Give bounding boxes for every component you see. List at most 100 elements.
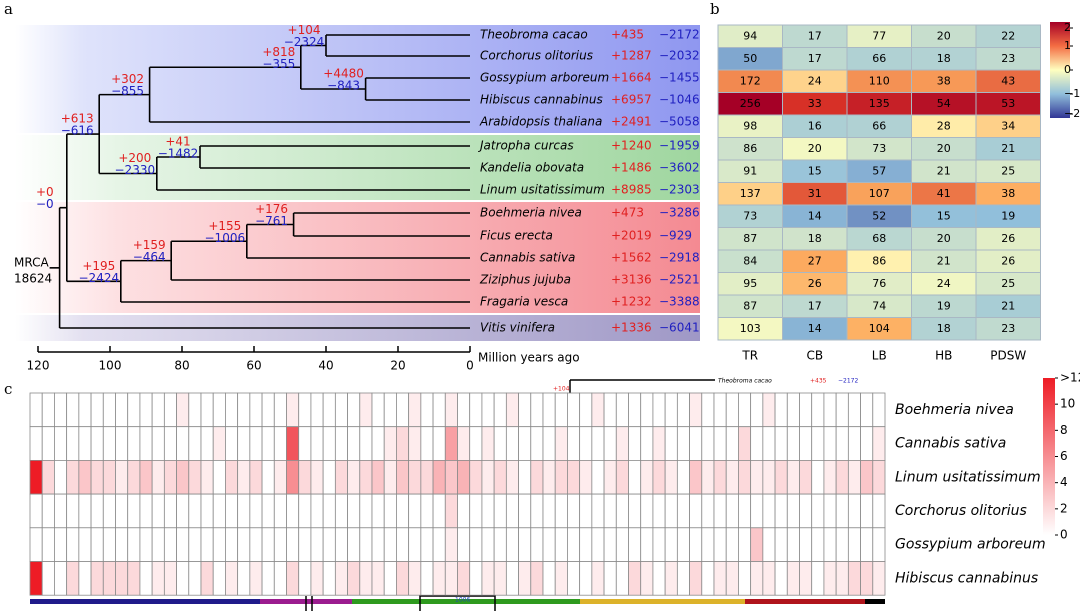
- cell-value: 21: [1001, 299, 1015, 312]
- heat-cell: [640, 561, 654, 596]
- heat-cell: [334, 459, 348, 495]
- heat-cell: [799, 527, 813, 562]
- heat-cell: [872, 426, 886, 461]
- heat-cell: [457, 426, 471, 461]
- heat-cell: [847, 527, 861, 562]
- heat-cell: [102, 459, 116, 495]
- heat-cell: [78, 527, 92, 562]
- heat-cell: [847, 561, 861, 596]
- cell-value: 31: [808, 187, 822, 200]
- cell-value: 68: [872, 232, 886, 245]
- species-name: Gossypium arboreum: [480, 71, 609, 85]
- heat-cell: [420, 561, 434, 596]
- heat-cell: [615, 392, 629, 428]
- heat-cell: [176, 561, 190, 596]
- heat-cell: [505, 426, 519, 461]
- heat-cell: [689, 392, 703, 428]
- heat-cell: [530, 493, 544, 529]
- heat-cell: [432, 493, 446, 529]
- heat-cell: [603, 392, 617, 428]
- heat-cell: [701, 459, 715, 495]
- heat-cell: [701, 493, 715, 529]
- species-name: Jatropha curcas: [478, 139, 574, 153]
- node-gain: +104: [288, 23, 321, 37]
- heat-cell: [823, 493, 837, 529]
- heat-cell: [725, 493, 739, 529]
- heat-cell: [847, 392, 861, 428]
- heat-cell: [115, 493, 129, 529]
- cell-value: 18: [808, 232, 822, 245]
- heat-cell: [408, 561, 422, 596]
- heat-cell: [298, 493, 312, 529]
- cell-value: 24: [937, 277, 951, 290]
- heat-cell: [420, 426, 434, 461]
- cell-value: 66: [872, 119, 886, 132]
- species-name: Hibiscus cannabinus: [480, 93, 603, 107]
- heat-cell: [188, 392, 202, 428]
- heat-cell: [225, 493, 239, 529]
- heat-cell: [115, 527, 129, 562]
- heat-cell: [847, 493, 861, 529]
- heat-cell: [481, 527, 495, 562]
- heat-cell: [554, 493, 568, 529]
- heat-cell: [139, 527, 153, 562]
- heat-cell: [286, 392, 300, 428]
- row-label: Corchorus olitorius: [895, 503, 1027, 519]
- heat-cell: [102, 426, 116, 461]
- cell-value: 256: [740, 97, 761, 110]
- heat-cell: [371, 527, 385, 562]
- heat-cell: [371, 493, 385, 529]
- species-gain: +1486: [611, 161, 652, 175]
- axis-tick-label: 40: [318, 359, 333, 373]
- heat-cell: [383, 527, 397, 562]
- heat-cell: [359, 527, 373, 562]
- heat-cell: [334, 392, 348, 428]
- heat-cell: [396, 426, 410, 461]
- heat-cell: [334, 527, 348, 562]
- cell-value: 20: [937, 142, 951, 155]
- cell-value: 87: [743, 232, 757, 245]
- heat-cell: [750, 426, 764, 461]
- heat-cell: [591, 527, 605, 562]
- panel-label: c: [4, 380, 12, 398]
- cell-value: 27: [808, 254, 822, 267]
- heat-cell: [371, 561, 385, 596]
- heat-cell: [261, 561, 275, 596]
- heat-cell: [542, 426, 556, 461]
- inset-species: Theobroma cacao: [718, 378, 772, 385]
- cell-value: 20: [808, 142, 822, 155]
- heat-cell: [54, 426, 68, 461]
- cell-value: 24: [808, 74, 822, 87]
- heat-cell: [444, 561, 458, 596]
- heat-cell: [200, 426, 214, 461]
- heat-cell: [115, 459, 129, 495]
- heat-cell: [860, 527, 874, 562]
- heat-cell: [41, 527, 55, 562]
- heat-cell: [78, 459, 92, 495]
- column-label: LB: [872, 349, 887, 363]
- cell-value: 28: [937, 119, 951, 132]
- cell-value: 52: [872, 209, 886, 222]
- heat-cell: [237, 392, 251, 428]
- colorbar-label: 4: [1060, 475, 1068, 489]
- species-name: Corchorus olitorius: [480, 49, 593, 63]
- heat-cell: [432, 527, 446, 562]
- heat-cell: [261, 459, 275, 495]
- heat-cell: [78, 392, 92, 428]
- species-loss: −2032: [659, 49, 700, 63]
- heat-cell: [298, 426, 312, 461]
- heat-cell: [567, 561, 581, 596]
- heat-cell: [310, 561, 324, 596]
- colorbar-label: 2: [1060, 501, 1068, 515]
- heat-cell: [273, 459, 287, 495]
- heat-cell: [493, 561, 507, 596]
- heat-cell: [774, 561, 788, 596]
- heat-cell: [249, 459, 263, 495]
- heat-cell: [615, 426, 629, 461]
- row-label: Cannabis sativa: [895, 436, 1006, 452]
- heat-cell: [872, 493, 886, 529]
- heat-cell: [237, 527, 251, 562]
- heat-cell: [212, 392, 226, 428]
- cell-value: 38: [1001, 187, 1015, 200]
- cell-value: 21: [937, 164, 951, 177]
